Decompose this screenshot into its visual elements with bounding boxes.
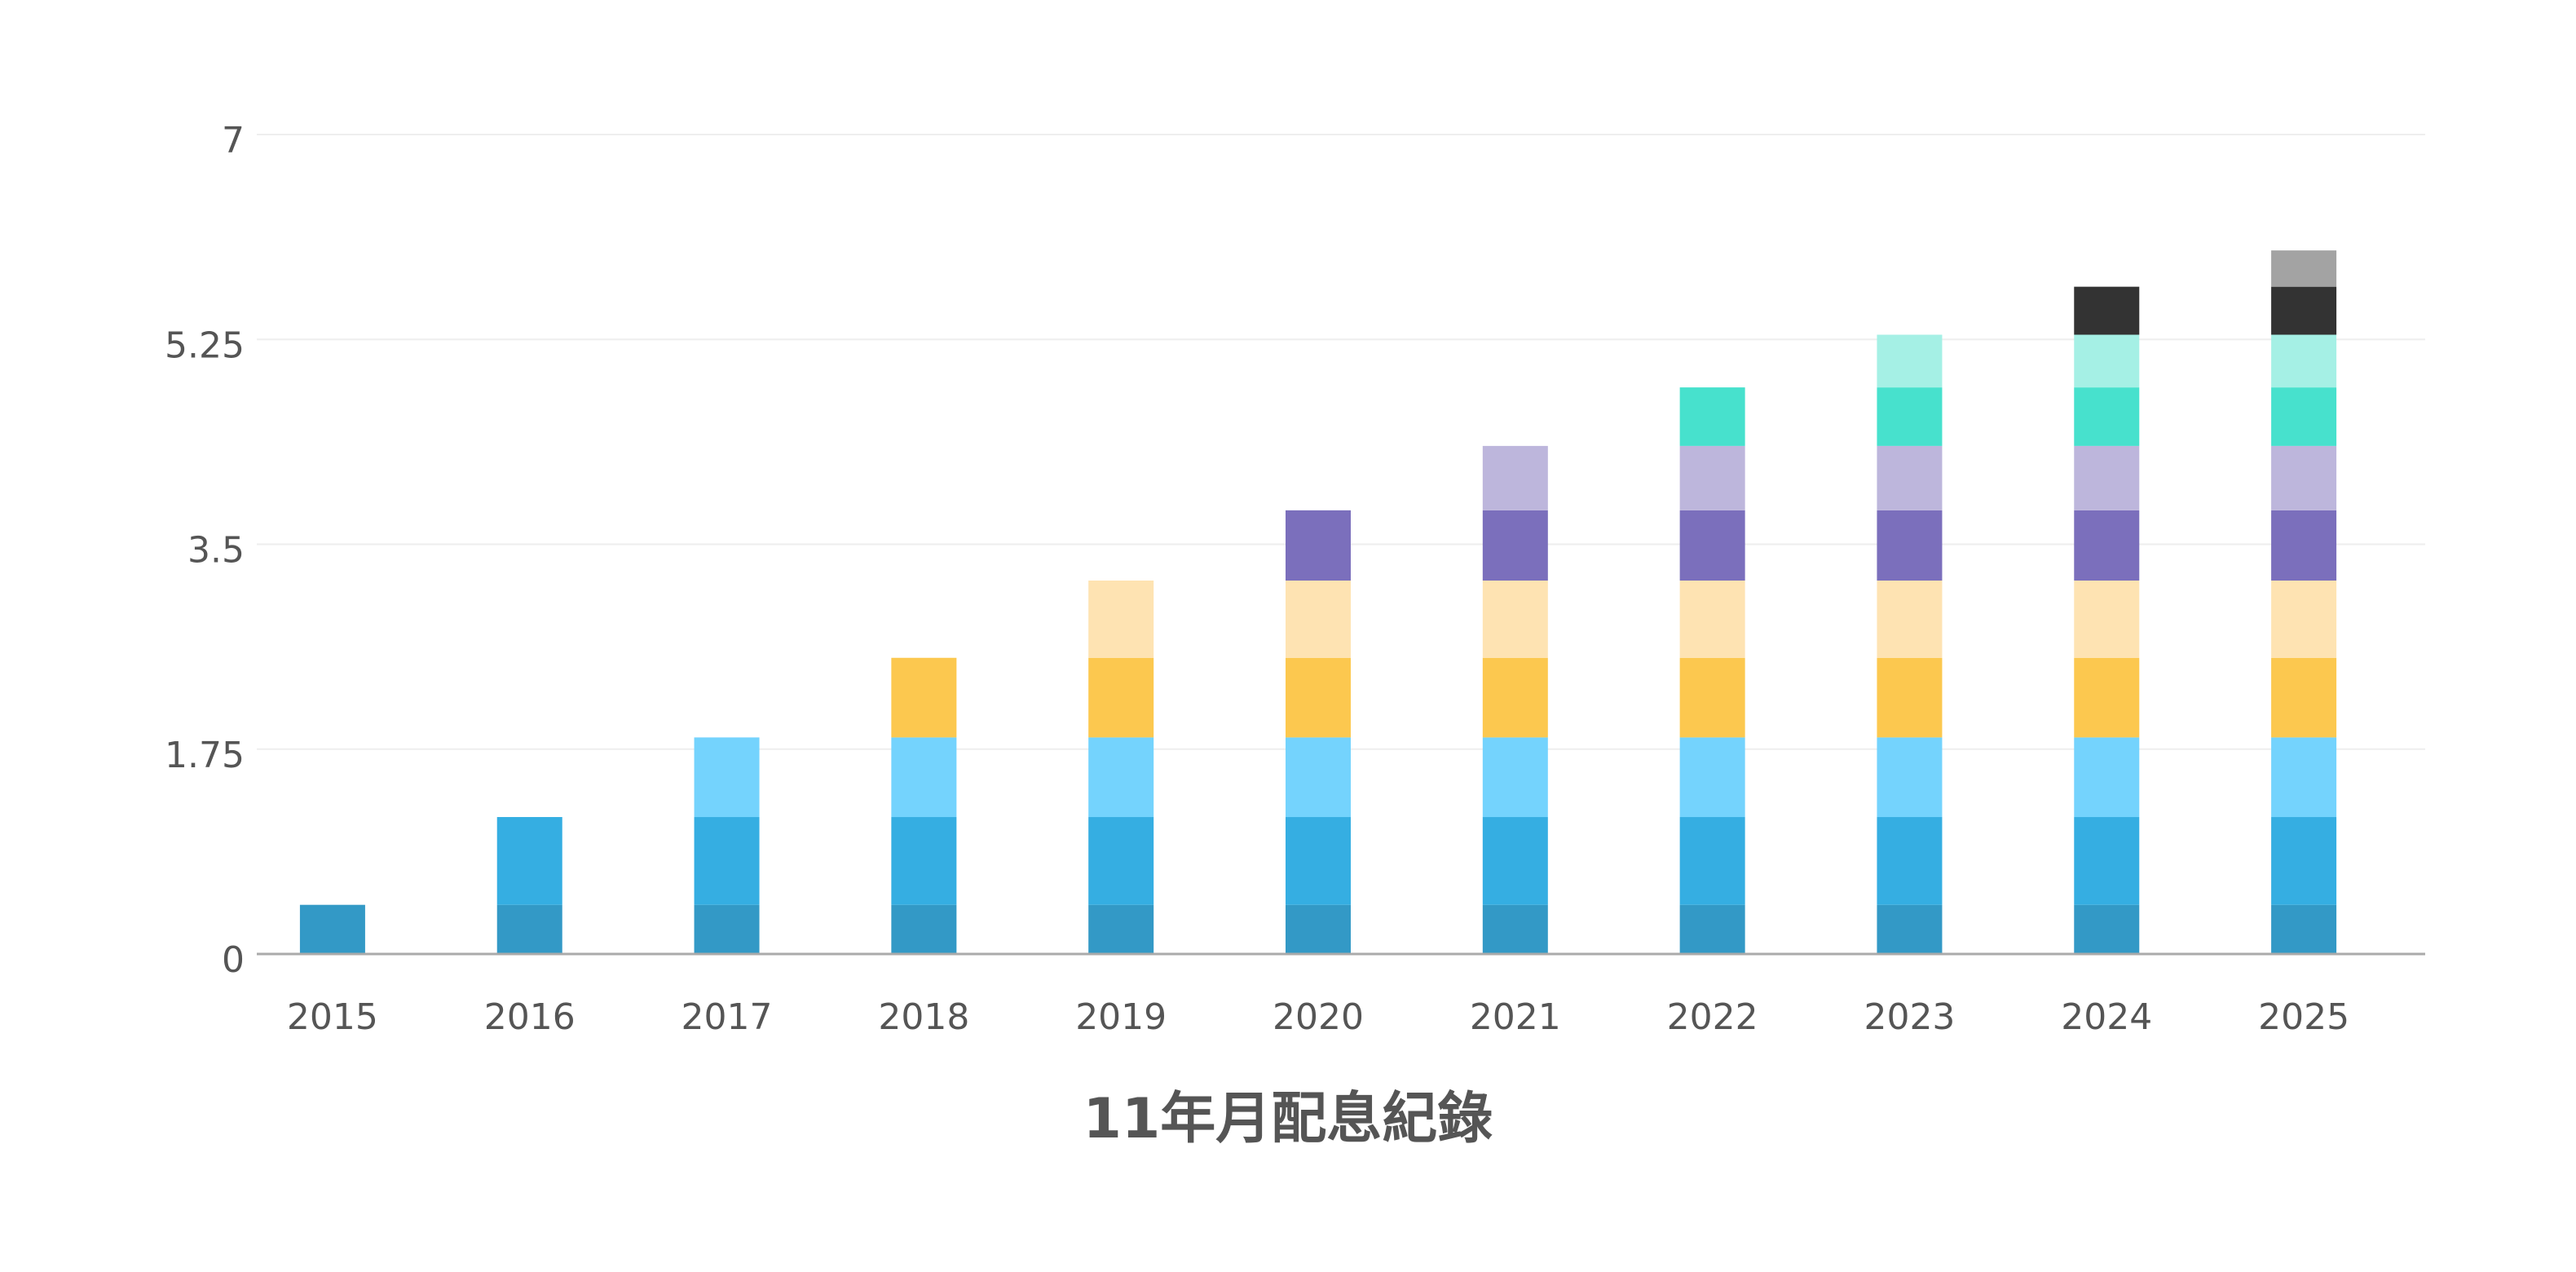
bars [299,250,2337,954]
bar-segment-2021-2 [1482,817,1548,905]
bar-segment-2025-11 [2271,250,2337,287]
y-tick-label: 7 [222,120,245,161]
bar-segment-2022-7 [1679,445,1745,510]
bar-segment-2021-4 [1482,657,1548,738]
bar-segment-2025-8 [2271,387,2337,446]
bar-segment-2025-2 [2271,817,2337,905]
bar-segment-2025-3 [2271,737,2337,818]
bar-segment-2023-7 [1877,445,1943,510]
bar-segment-2022-2 [1679,817,1745,905]
bar-segment-2024-5 [2074,581,2140,658]
x-tick-label: 2015 [287,996,378,1038]
bar-segment-2020-3 [1286,737,1351,818]
y-tick-label: 1.75 [165,735,245,776]
x-tick-label: 2025 [2258,996,2349,1038]
bar-segment-2020-5 [1286,581,1351,658]
bar-segment-2019-3 [1088,737,1154,818]
x-tick-label: 2016 [484,996,576,1038]
bar-segment-2022-3 [1679,737,1745,818]
chart-title: 11年月配息紀錄 [1083,1087,1493,1151]
y-tick-label: 0 [222,939,245,981]
bar-segment-2017-1 [694,904,760,954]
bar-segment-2022-1 [1679,904,1745,954]
bar-segment-2021-5 [1482,581,1548,658]
bar-segment-2020-1 [1286,904,1351,954]
bar-segment-2024-1 [2074,904,2140,954]
bar-segment-2025-4 [2271,657,2337,738]
x-tick-label: 2022 [1667,996,1758,1038]
bar-segment-2024-9 [2074,334,2140,388]
bar-segment-2024-6 [2074,510,2140,581]
bar-segment-2023-4 [1877,657,1943,738]
bar-segment-2023-5 [1877,581,1943,658]
bar-segment-2017-3 [694,737,760,818]
bar-segment-2022-4 [1679,657,1745,738]
bar-segment-2021-7 [1482,445,1548,510]
bar-segment-2024-7 [2074,445,2140,510]
y-tick-label: 5.25 [165,325,245,366]
bar-segment-2018-2 [891,817,957,905]
bar-segment-2022-8 [1679,387,1745,446]
bar-segment-2023-8 [1877,387,1943,446]
x-tick-label: 2023 [1864,996,1955,1038]
bar-segment-2019-1 [1088,904,1154,954]
bar-segment-2023-3 [1877,737,1943,818]
bar-segment-2024-2 [2074,817,2140,905]
y-tick-label: 3.5 [187,530,245,572]
bar-segment-2025-9 [2271,334,2337,388]
bar-segment-2024-4 [2074,657,2140,738]
y-axis-tick-labels: 0 1.75 3.5 5.25 7 [165,120,245,981]
bar-segment-2020-4 [1286,657,1351,738]
bar-segment-2019-2 [1088,817,1154,905]
x-tick-label: 2021 [1470,996,1561,1038]
bar-segment-2025-10 [2271,286,2337,335]
bar-segment-2025-6 [2271,510,2337,581]
x-tick-label: 2024 [2061,996,2152,1038]
bar-segment-2016-1 [496,904,562,954]
bar-segment-2025-1 [2271,904,2337,954]
bar-segment-2024-3 [2074,737,2140,818]
bar-segment-2023-6 [1877,510,1943,581]
bar-segment-2025-5 [2271,581,2337,658]
x-tick-label: 2019 [1075,996,1167,1038]
bar-segment-2025-7 [2271,445,2337,510]
bar-segment-2019-5 [1088,581,1154,658]
bar-segment-2022-6 [1679,510,1745,581]
bar-segment-2021-6 [1482,510,1548,581]
bar-segment-2022-5 [1679,581,1745,658]
bar-segment-2017-2 [694,817,760,905]
bar-segment-2021-1 [1482,904,1548,954]
bar-segment-2024-8 [2074,387,2140,446]
bar-segment-2024-10 [2074,286,2140,335]
bar-segment-2018-1 [891,904,957,954]
bar-segment-2015-1 [299,904,365,954]
bar-segment-2023-1 [1877,904,1943,954]
x-tick-label: 2017 [681,996,773,1038]
bar-segment-2020-2 [1286,817,1351,905]
bar-segment-2021-3 [1482,737,1548,818]
bar-segment-2018-4 [891,657,957,738]
bar-segment-2018-3 [891,737,957,818]
bar-segment-2016-2 [496,817,562,905]
bar-segment-2023-9 [1877,334,1943,388]
x-axis-tick-labels: 2015 2016 2017 2018 2019 2020 2021 2022 2023 2024… [287,996,2349,1038]
bar-segment-2020-6 [1286,510,1351,581]
x-tick-label: 2020 [1273,996,1364,1038]
bar-segment-2023-2 [1877,817,1943,905]
bar-segment-2019-4 [1088,657,1154,738]
x-tick-label: 2018 [878,996,969,1038]
